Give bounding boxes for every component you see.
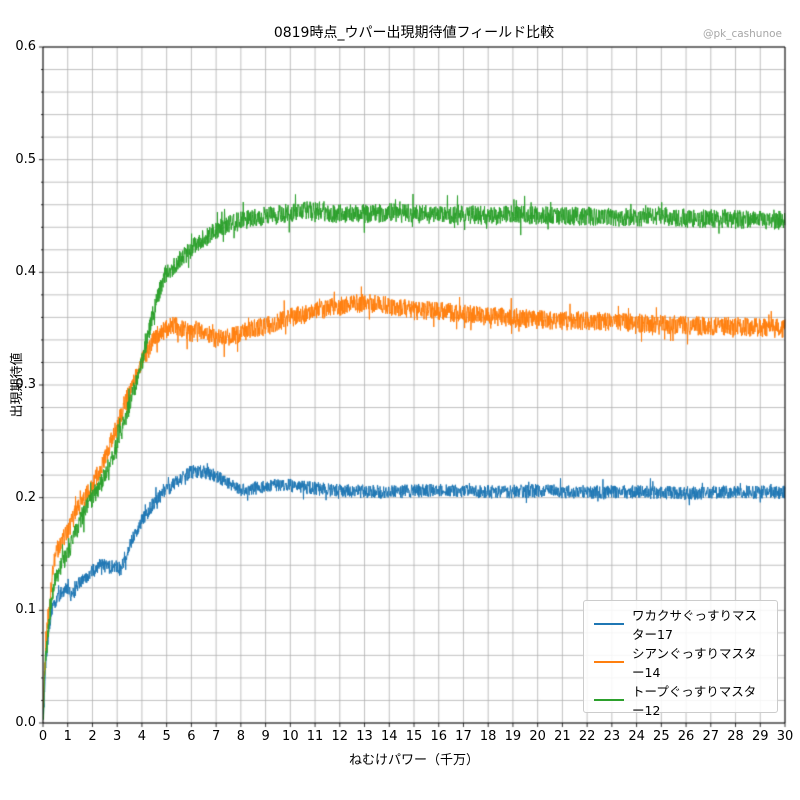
x-tick-label: 20 bbox=[529, 729, 546, 744]
y-tick-label: 0.6 bbox=[15, 39, 36, 54]
legend: ワカクサぐっすりマスター17 シアンぐっすりマスター14 トープぐっすりマスター12 bbox=[583, 600, 778, 718]
x-tick-label: 9 bbox=[261, 729, 270, 744]
legend-label: シアンぐっすりマスター14 bbox=[632, 646, 757, 680]
chart-title: 0819時点_ウパー出現期待値フィールド比較 bbox=[273, 25, 555, 41]
x-tick-label: 12 bbox=[331, 729, 349, 744]
x-tick-label: 3 bbox=[113, 729, 122, 744]
x-tick-label: 14 bbox=[380, 729, 398, 744]
legend-line-sample bbox=[594, 699, 624, 701]
x-tick-label: 26 bbox=[677, 729, 695, 744]
x-tick-label: 5 bbox=[162, 729, 171, 744]
y-tick-label: 0.2 bbox=[15, 489, 36, 505]
x-tick-label: 6 bbox=[187, 729, 196, 744]
legend-line-sample bbox=[594, 661, 624, 663]
x-tick-label: 16 bbox=[430, 729, 447, 744]
x-tick-label: 27 bbox=[702, 729, 720, 744]
x-tick-label: 21 bbox=[554, 729, 571, 744]
legend-item: トープぐっすりマスター12 bbox=[594, 681, 767, 719]
x-tick-label: 8 bbox=[236, 729, 245, 744]
watermark-handle: @pk_cashunoe bbox=[702, 28, 782, 40]
x-tick-label: 23 bbox=[603, 729, 621, 744]
x-tick-label: 18 bbox=[479, 729, 497, 744]
y-tick-label: 0.5 bbox=[15, 151, 36, 167]
x-tick-label: 1 bbox=[63, 729, 72, 744]
legend-label: ワカクサぐっすりマスター17 bbox=[632, 608, 758, 642]
x-tick-label: 25 bbox=[653, 729, 670, 744]
x-tick-label: 24 bbox=[628, 729, 645, 744]
x-tick-label: 7 bbox=[211, 729, 221, 744]
y-tick-label: 0.3 bbox=[15, 377, 36, 392]
y-tick-label: 0.4 bbox=[15, 264, 36, 280]
x-tick-label: 0 bbox=[38, 729, 48, 744]
x-tick-label: 2 bbox=[88, 729, 97, 744]
legend-label: トープぐっすりマスター12 bbox=[632, 684, 757, 718]
x-tick-label: 22 bbox=[578, 729, 596, 744]
y-tick-label: 0.1 bbox=[15, 602, 36, 618]
legend-item: ワカクサぐっすりマスター17 bbox=[594, 605, 767, 643]
legend-item: シアンぐっすりマスター14 bbox=[594, 643, 767, 681]
y-tick-label: 0.0 bbox=[15, 715, 36, 730]
x-tick-label: 13 bbox=[356, 729, 373, 744]
x-tick-label: 28 bbox=[727, 729, 744, 744]
legend-line-sample bbox=[594, 623, 624, 625]
x-tick-label: 17 bbox=[455, 729, 472, 744]
x-tick-label: 15 bbox=[405, 729, 423, 744]
x-tick-label: 10 bbox=[282, 729, 299, 744]
x-tick-label: 4 bbox=[137, 729, 147, 744]
x-tick-label: 30 bbox=[776, 729, 794, 744]
x-tick-label: 29 bbox=[751, 729, 769, 744]
x-tick-label: 19 bbox=[504, 729, 522, 744]
x-tick-label: 11 bbox=[306, 729, 324, 744]
x-axis-label: ねむけパワー（千万） bbox=[348, 753, 479, 768]
